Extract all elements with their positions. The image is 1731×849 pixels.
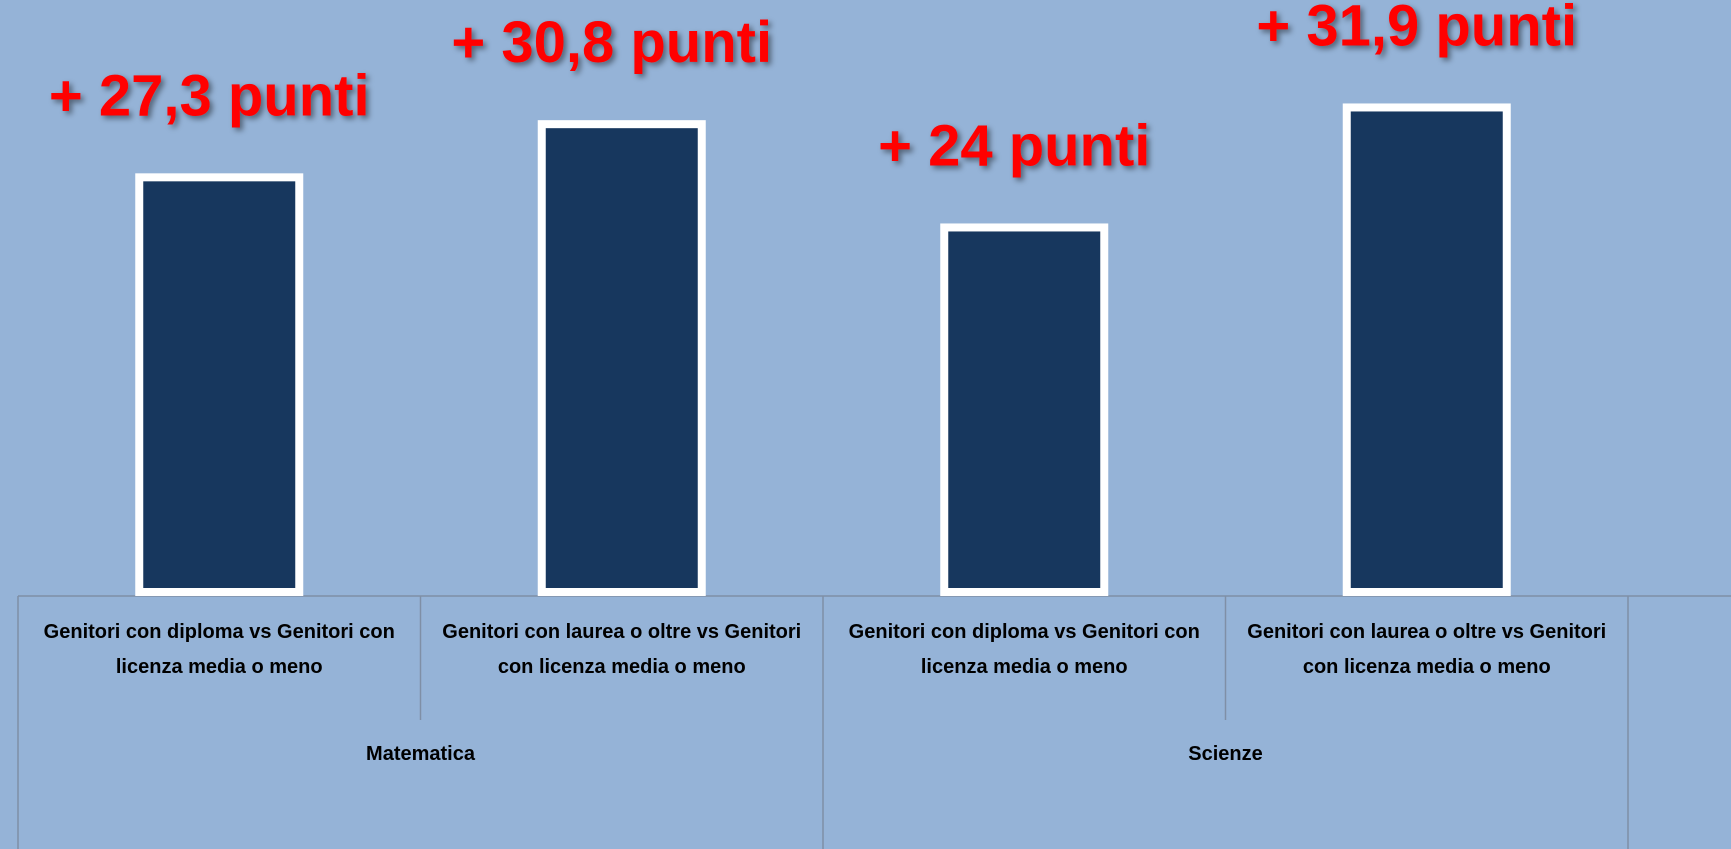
x-tick-label: Genitori con laurea o oltre vs Genitori … xyxy=(1247,621,1607,678)
value-label: + 27,3 punti xyxy=(49,63,370,128)
x-tick-label: Genitori con laurea o oltre vs Genitori … xyxy=(442,621,802,678)
group-label: Matematica xyxy=(366,743,475,765)
bar xyxy=(135,173,304,596)
value-label: + 30,8 punti xyxy=(451,10,772,75)
group-label: Scienze xyxy=(1188,743,1263,765)
value-label: + 31,9 punti xyxy=(1256,0,1577,58)
x-tick-label: Genitori con diploma vs Genitori con lic… xyxy=(848,621,1200,678)
x-tick-label: Genitori con diploma vs Genitori con lic… xyxy=(43,621,395,678)
bar xyxy=(537,120,706,596)
bar xyxy=(1342,103,1511,596)
value-label: + 24 punti xyxy=(878,113,1150,178)
bar xyxy=(940,223,1109,596)
